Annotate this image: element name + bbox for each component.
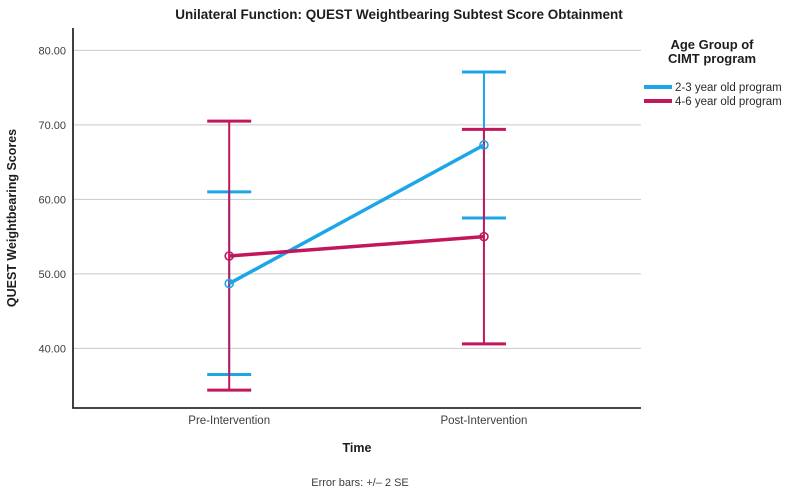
gridlines-layer <box>73 49 641 349</box>
legend-label-series1: 2-3 year old program <box>675 82 782 94</box>
data-point-marker <box>479 140 489 150</box>
y-tick-label: 50.00 <box>38 269 66 281</box>
series-line <box>229 234 485 258</box>
legend-title-line2: CIMT program <box>668 51 756 66</box>
legend-label-series2: 4-6 year old program <box>675 96 782 108</box>
y-tick-label: 70.00 <box>38 120 66 132</box>
y-tick-label: 60.00 <box>38 194 66 206</box>
y-axis-title: QUEST Weightbearing Scores <box>5 129 19 307</box>
y-tick-label: 40.00 <box>38 343 66 355</box>
data-point-marker <box>224 251 234 261</box>
x-category-labels: Pre-Intervention Post-Intervention <box>188 415 527 427</box>
x-category-label: Post-Intervention <box>440 415 527 427</box>
data-point-marker <box>224 278 234 289</box>
y-tick-labels: 80.00 70.00 60.00 50.00 40.00 <box>38 45 66 355</box>
series-line <box>228 143 485 286</box>
series-layer <box>207 70 506 392</box>
legend: Age Group of CIMT program 2-3 year old p… <box>644 37 782 108</box>
chart-title: Unilateral Function: QUEST Weightbearing… <box>175 7 623 22</box>
y-tick-label: 80.00 <box>38 45 66 57</box>
error-bars-caption: Error bars: +/– 2 SE <box>311 477 409 489</box>
legend-title-line1: Age Group of <box>670 37 754 52</box>
x-axis-title: Time <box>343 441 372 455</box>
data-point-marker <box>479 231 489 242</box>
x-category-label: Pre-Intervention <box>188 415 270 427</box>
